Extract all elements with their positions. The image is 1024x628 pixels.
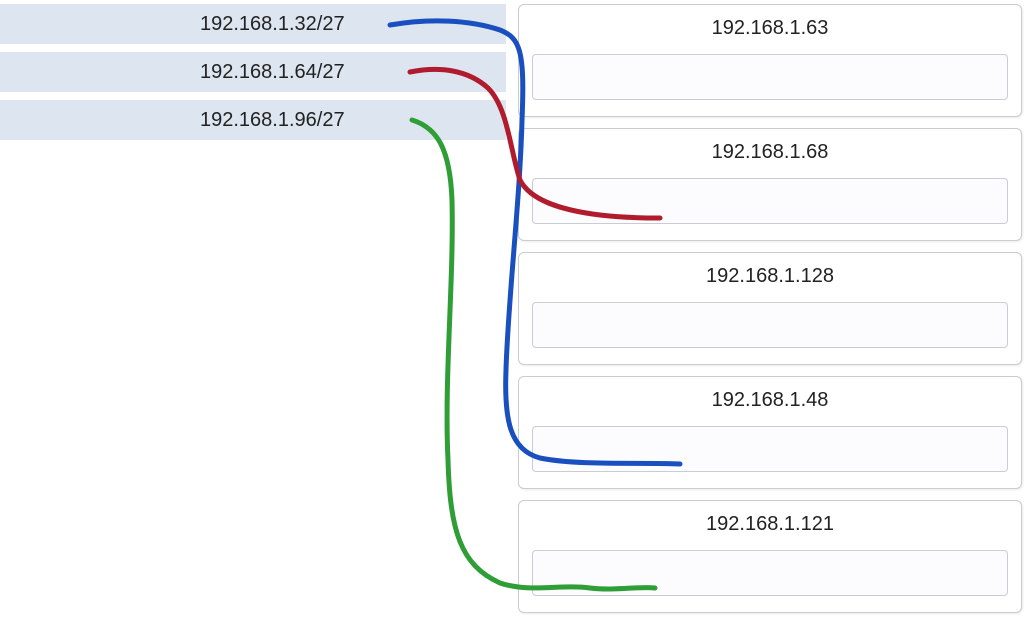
drop-slot-1[interactable] bbox=[532, 178, 1008, 224]
source-subnet-1[interactable]: 192.168.1.64/27 bbox=[0, 52, 506, 92]
target-card-0: 192.168.1.63 bbox=[518, 4, 1022, 117]
target-label: 192.168.1.128 bbox=[706, 265, 834, 288]
drop-slot-4[interactable] bbox=[532, 550, 1008, 596]
source-subnet-0[interactable]: 192.168.1.32/27 bbox=[0, 4, 506, 44]
target-card-3: 192.168.1.48 bbox=[518, 376, 1022, 489]
target-card-4: 192.168.1.121 bbox=[518, 500, 1022, 613]
target-label: 192.168.1.63 bbox=[712, 17, 829, 40]
drop-slot-2[interactable] bbox=[532, 302, 1008, 348]
target-label: 192.168.1.121 bbox=[706, 513, 834, 536]
target-label: 192.168.1.48 bbox=[712, 389, 829, 412]
matching-canvas: 192.168.1.32/27 192.168.1.64/27 192.168.… bbox=[0, 0, 1024, 628]
source-label: 192.168.1.32/27 bbox=[200, 13, 345, 36]
source-label: 192.168.1.96/27 bbox=[200, 109, 345, 132]
target-card-1: 192.168.1.68 bbox=[518, 128, 1022, 241]
target-card-2: 192.168.1.128 bbox=[518, 252, 1022, 365]
target-label: 192.168.1.68 bbox=[712, 141, 829, 164]
source-subnet-2[interactable]: 192.168.1.96/27 bbox=[0, 100, 506, 140]
drop-slot-0[interactable] bbox=[532, 54, 1008, 100]
source-label: 192.168.1.64/27 bbox=[200, 61, 345, 84]
drop-slot-3[interactable] bbox=[532, 426, 1008, 472]
